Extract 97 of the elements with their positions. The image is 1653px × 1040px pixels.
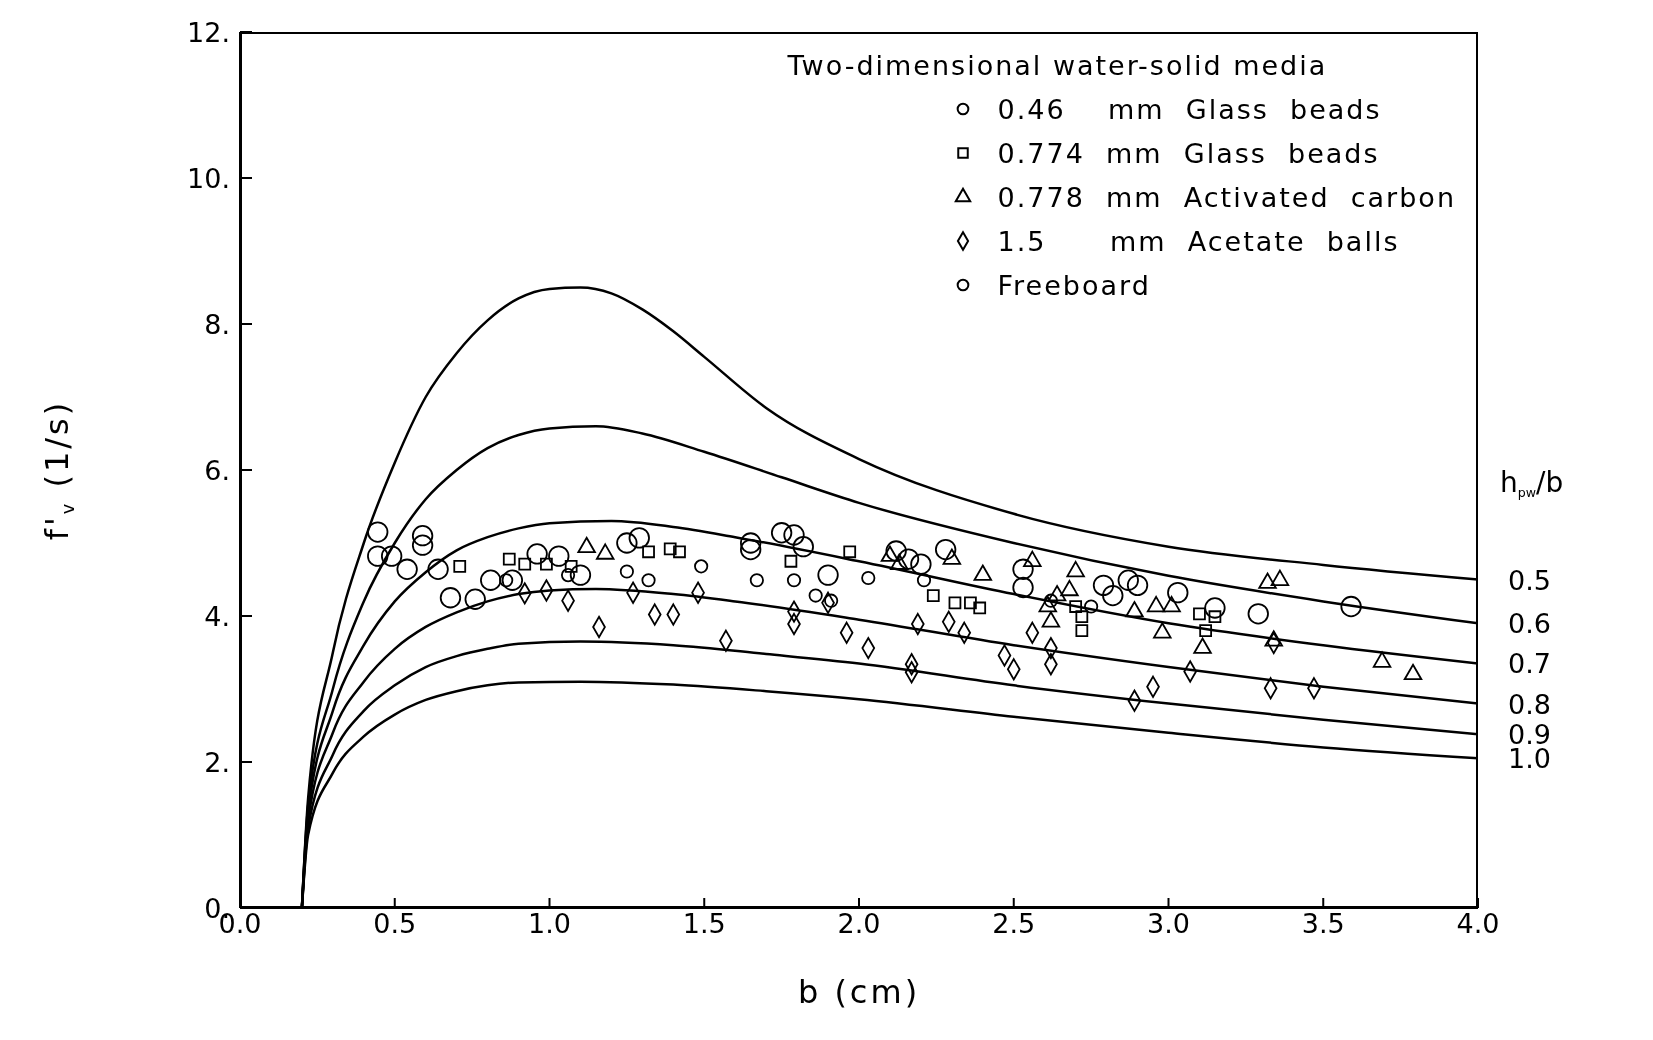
point [1247,603,1269,625]
series-label: 0.8 [1508,688,1551,720]
point [1340,595,1362,618]
point [817,564,839,586]
point [663,542,677,556]
point [464,588,486,610]
x-tick-label: 1.0 [528,908,571,940]
point [694,559,709,574]
point [1126,574,1149,596]
legend-label: Freeboard [997,269,1151,301]
point [367,545,389,567]
point [396,558,418,580]
point [540,557,553,571]
point [411,534,434,556]
x-tick-label: 4.0 [1456,908,1500,940]
point [1012,558,1034,580]
point [1075,624,1089,637]
y-tick-label: 2. [204,746,230,778]
point [628,527,650,549]
point [783,524,805,546]
series-label: 0.5 [1508,564,1551,596]
point [843,545,857,559]
point [808,588,823,603]
x-tick-label: 1.5 [682,908,726,940]
point [973,601,987,615]
point [427,558,449,580]
point [1146,596,1166,613]
point [1102,584,1124,607]
legend-label: 0.774 mm Glass beads [997,137,1380,169]
x-tick-label: 2.5 [992,908,1036,940]
point [926,589,940,602]
point [619,564,634,579]
point [642,545,655,559]
point [1208,610,1222,624]
point [897,548,920,570]
point [740,538,762,561]
point [439,587,462,609]
point [1117,569,1139,591]
point [548,545,570,567]
legend-title: Two-dimensional water-solid media [787,50,1329,81]
point [616,532,638,554]
point [885,540,907,562]
point [1084,599,1099,614]
point [861,570,876,586]
point [1204,597,1226,619]
point [784,554,798,568]
series-label: 0.6 [1508,608,1551,640]
y-tick-label: 8. [204,308,230,340]
point [502,552,516,566]
point [518,557,532,571]
point [749,573,764,588]
point [1162,596,1181,613]
point [380,545,403,567]
point [964,596,977,610]
y-tick-label: 10. [187,162,230,194]
point [948,596,962,610]
point [569,564,592,586]
point [1038,596,1058,613]
point [910,553,932,575]
point [824,593,839,608]
legend-label: 0.778 mm Activated carbon [997,181,1456,213]
point [1047,585,1067,602]
point [480,569,502,591]
point [1199,624,1213,637]
x-tick-label: 3.0 [1147,908,1190,940]
point [1167,581,1189,604]
point [526,543,548,565]
point [411,525,434,547]
legend-label: 1.5 mm Acetate balls [997,225,1400,257]
point [641,573,656,588]
y-tick-label: 12. [187,16,230,48]
point [740,532,762,554]
point [1069,600,1083,613]
point [1092,574,1115,596]
text: h$_{pw}$/b [1500,466,1564,500]
point [916,573,932,588]
point [367,521,389,543]
point [453,559,467,573]
point [564,559,578,573]
point [1012,576,1034,599]
point [792,536,814,558]
point [1193,607,1206,621]
point [560,568,576,583]
x-tick-label: 2.0 [837,908,881,940]
y-tick-label: 4. [204,600,230,632]
point [934,538,957,561]
point [501,569,524,591]
x-axis-title: b (cm) [797,973,921,1011]
point [770,522,793,544]
x-tick-label: 3.5 [1301,908,1345,940]
point [1075,610,1089,624]
series-label: 0.7 [1508,648,1551,680]
y-tick-label: 6. [204,454,230,486]
point [673,545,686,559]
x-tick-label: 0.5 [373,908,417,940]
legend-label: 0.46 mm Glass beads [997,93,1382,125]
point [786,573,802,588]
